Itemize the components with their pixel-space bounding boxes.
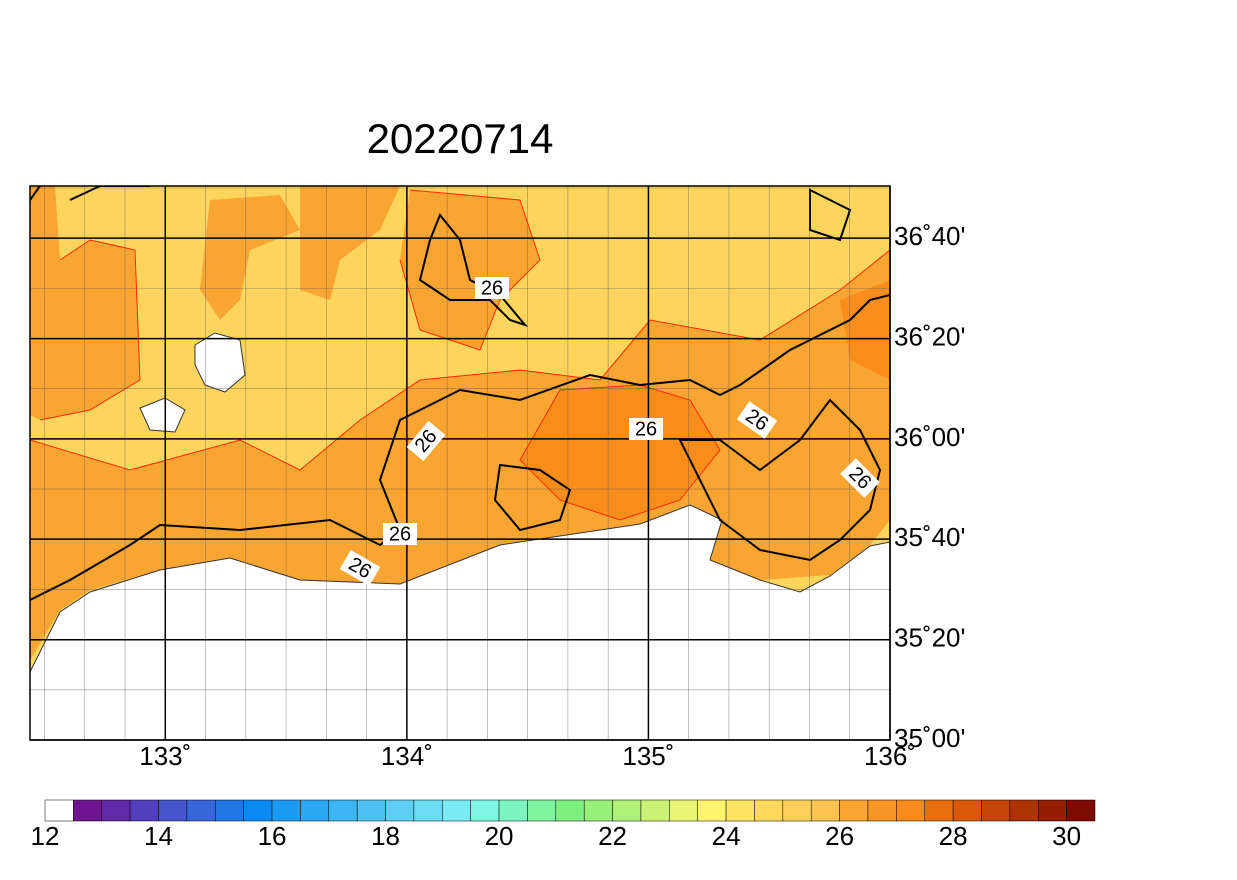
contour-label-box — [475, 277, 509, 299]
map-title: 20220714 — [367, 115, 554, 162]
colorbar-box — [271, 799, 301, 822]
x-tick-label: 133˚ — [139, 741, 191, 771]
colorbar-label: 16 — [258, 821, 287, 851]
colorbar-label: 30 — [1052, 821, 1081, 851]
colorbar: 12 14 16 18 20 22 24 26 28 30 — [31, 799, 1096, 851]
axes: 133˚ 134˚ 135˚ 136˚35˚00' 35˚20' 35˚40' 36˚00'… — [139, 221, 965, 771]
colorbar-label: 28 — [939, 821, 968, 851]
colorbar-box — [839, 799, 869, 822]
y-tick-label: 35˚20' — [894, 623, 965, 653]
x-tick-label: 134˚ — [381, 741, 433, 771]
colorbar-label: 14 — [144, 821, 173, 851]
colorbar-box — [924, 799, 954, 822]
colorbar-label: 22 — [598, 821, 627, 851]
colorbar-box — [300, 799, 330, 822]
colorbar-box — [215, 799, 244, 822]
colorbar-label: 12 — [31, 821, 60, 851]
colorbar-box — [73, 799, 103, 822]
contours-26 — [30, 186, 890, 601]
colorbar-box — [158, 799, 188, 822]
colorbar-box — [328, 799, 358, 822]
colorbar-box — [697, 799, 727, 822]
colorbar-box — [129, 799, 159, 822]
colorbar-box — [669, 799, 698, 822]
contour-label: 26 — [629, 418, 663, 440]
colorbar-box — [498, 799, 528, 822]
colorbar-box — [981, 799, 1011, 822]
contour-label-box — [629, 418, 663, 440]
x-tick-label: 135˚ — [622, 741, 674, 771]
colorbar-box — [555, 799, 585, 822]
colorbar-box — [952, 799, 982, 822]
colorbar-box — [413, 799, 443, 822]
map-field — [30, 186, 890, 740]
colorbar-box — [470, 799, 500, 822]
colorbar-box — [754, 799, 784, 822]
colorbar-box — [442, 799, 471, 822]
colorbar-box — [527, 799, 557, 822]
colorbar-box — [583, 799, 613, 822]
island — [139, 332, 246, 433]
contour-label-text: 26 — [481, 277, 503, 299]
colorbar-label: 26 — [825, 821, 854, 851]
colorbar-label: 18 — [371, 821, 400, 851]
y-tick-label: 36˚40' — [894, 221, 965, 251]
contour-label-box — [406, 420, 446, 462]
contour-label-box — [736, 401, 778, 439]
warm-area — [30, 250, 890, 660]
colorbar-box — [896, 799, 925, 822]
colorbar-box — [243, 799, 273, 822]
land — [30, 504, 890, 740]
colorbar-box — [867, 799, 897, 822]
colorbar-box — [1066, 799, 1096, 822]
colorbar-label: 20 — [485, 821, 514, 851]
map-frame — [29, 185, 891, 741]
contour-label-box — [383, 523, 417, 545]
contour-label-box — [339, 549, 381, 587]
contour-label-text: 26 — [389, 523, 411, 545]
contour-label-box — [840, 458, 880, 498]
colorbar-label: 24 — [712, 821, 741, 851]
colorbar-box — [101, 799, 131, 822]
colorbar-box — [44, 799, 74, 822]
colorbar-box — [186, 799, 216, 822]
warm-area — [300, 186, 400, 300]
x-tick-label: 136˚ — [864, 741, 916, 771]
warm-area — [200, 195, 300, 320]
y-tick-label: 36˚00' — [894, 422, 965, 452]
colorbar-box — [612, 799, 642, 822]
colorbar-box — [385, 799, 415, 822]
colorbar-box — [782, 799, 812, 822]
y-tick-label: 36˚20' — [894, 322, 965, 352]
contour-label: 26 — [383, 523, 417, 545]
colorbar-box — [356, 799, 386, 822]
colorbar-box — [640, 799, 670, 822]
colorbar-box — [1037, 799, 1067, 822]
colorbar-box — [810, 799, 840, 822]
colorbar-box — [1009, 799, 1039, 822]
warmer-area — [520, 280, 890, 520]
colorbar-box — [725, 799, 755, 822]
contour-label: 26 — [475, 277, 509, 299]
y-tick-label: 35˚40' — [894, 522, 965, 552]
contour-label-text: 26 — [635, 418, 657, 440]
y-tick-label: 35˚00' — [894, 723, 965, 753]
